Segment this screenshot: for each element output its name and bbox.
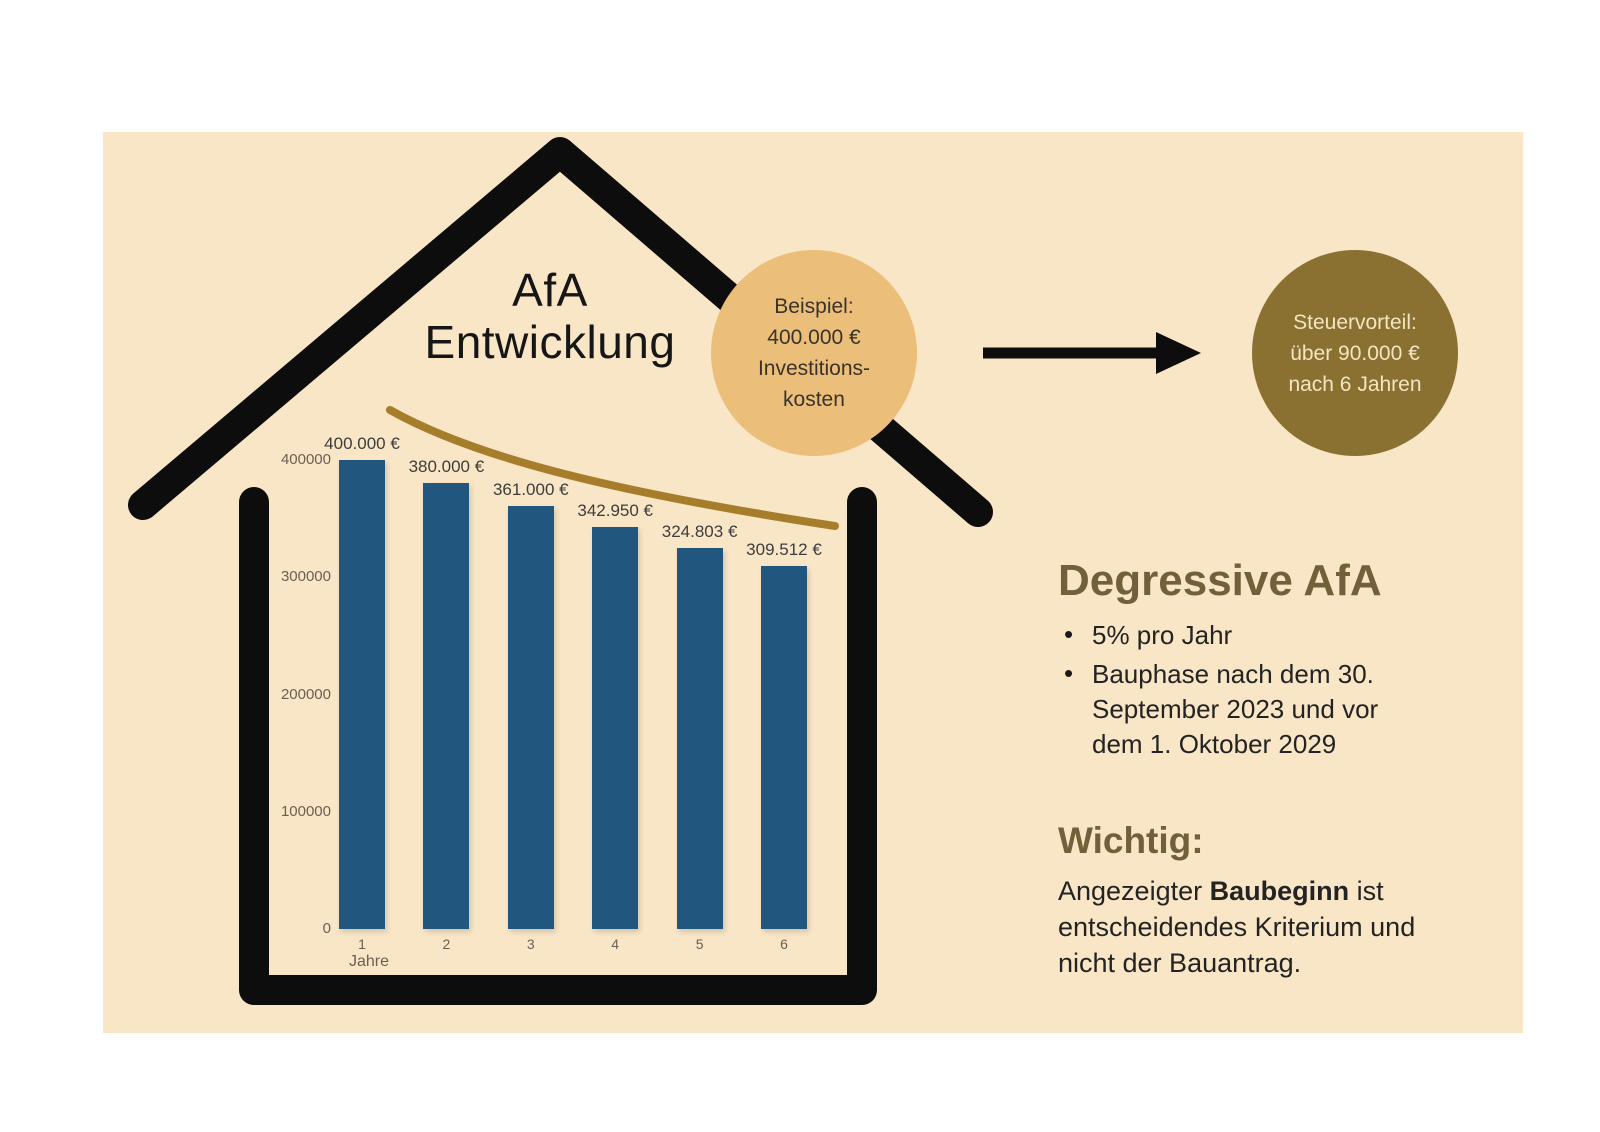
wichtig-body-bold-word: Baubeginn [1209, 876, 1350, 906]
x-axis-tick-label: 1 [358, 936, 366, 952]
tax-benefit-badge: Steuervorteil: über 90.000 € nach 6 Jahren [1252, 250, 1458, 456]
circle-line: Beispiel: [774, 295, 854, 318]
example-cost-text: Beispiel: 400.000 € Investitions-kosten [758, 291, 870, 415]
y-axis-tick-label: 400000 [280, 451, 331, 468]
bar [339, 460, 385, 929]
x-axis-title: Jahre [348, 953, 390, 970]
bar-value-label: 361.000 € [492, 479, 569, 499]
tax-benefit-text: Steuervorteil: über 90.000 € nach 6 Jahren [1288, 307, 1421, 400]
wichtig-body-suffix: ist entscheidendes Kriterium und nicht d… [1058, 876, 1416, 978]
x-axis-tick-label: 5 [695, 936, 704, 952]
bar-value-label: 342.950 € [577, 500, 653, 520]
page-title-line2: Entwicklung [424, 316, 676, 368]
y-axis-tick-label: 100000 [280, 802, 331, 820]
degressive-afa-bullets: 5% pro JahrBauphase nach dem 30. Septemb… [1058, 617, 1428, 766]
y-axis-tick-label: 200000 [280, 685, 331, 703]
wichtig-body-prefix: Angezeigter [1058, 876, 1210, 906]
bar-value-label: 309.512 € [746, 540, 822, 560]
depreciation-bar-chart: 0 100000 200000 300000 400000 400.000 €1 380.0… [103, 132, 1523, 1033]
wichtig-body: Angezeigter Baubeginn ist entscheidendes… [1058, 873, 1458, 981]
circle-line: Steuervorteil: [1293, 310, 1417, 334]
x-axis-tick-label: 6 [780, 936, 788, 952]
example-cost-badge: Beispiel: 400.000 € Investitions-kosten [711, 250, 917, 456]
page-title-line1: AfA [512, 264, 588, 316]
bar [507, 505, 554, 929]
bar [592, 526, 639, 929]
page-title: AfA Entwicklung [350, 264, 750, 368]
x-axis-tick-label: 3 [526, 936, 535, 952]
x-axis-tick-label: 2 [442, 936, 451, 952]
circle-line: über 90.000 € [1290, 341, 1420, 365]
y-axis-tick-label: 300000 [280, 568, 331, 586]
bar-value-label: 400.000 € [324, 434, 400, 453]
bar-value-label: 380.000 € [408, 457, 485, 477]
arrow-right-icon [1156, 332, 1201, 374]
bar [423, 483, 470, 929]
degressive-afa-heading: Degressive AfA [1058, 556, 1382, 605]
x-axis-tick-label: 4 [611, 936, 620, 952]
y-axis-tick-label: 0 [322, 920, 331, 937]
bar-value-label: 324.803 € [661, 522, 738, 542]
bullet-item: Bauphase nach dem 30. September 2023 und… [1058, 656, 1428, 762]
cream-panel: 0 100000 200000 300000 400000 400.000 €1 380.0… [103, 132, 1523, 1033]
bar [761, 566, 807, 929]
circle-line: nach 6 Jahren [1288, 372, 1422, 396]
bullet-item: 5% pro Jahr [1058, 617, 1428, 653]
depreciation-curve [386, 406, 839, 530]
circle-line: 400.000 € [767, 326, 861, 349]
bar [676, 548, 723, 929]
wichtig-heading: Wichtig: [1058, 820, 1204, 861]
circle-line: Investitions- [757, 357, 871, 380]
circle-line: kosten [783, 388, 845, 411]
house-walls-icon [239, 487, 877, 1005]
